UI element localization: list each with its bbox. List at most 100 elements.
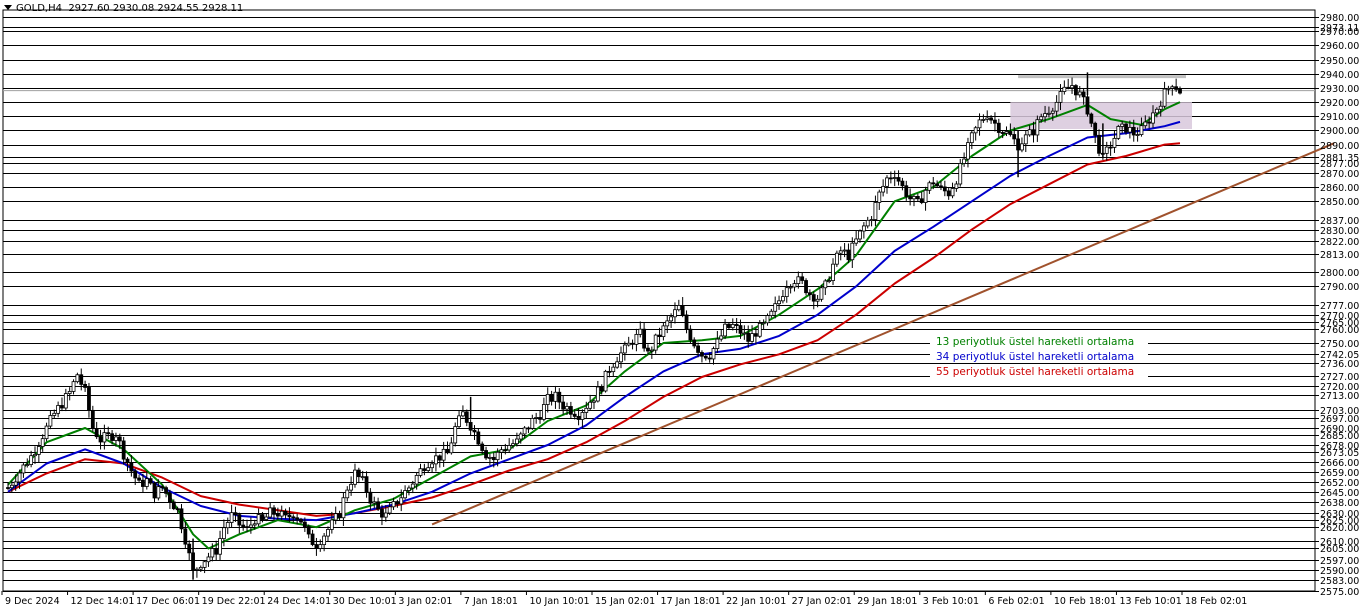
candle-body bbox=[430, 463, 434, 469]
ema34-line bbox=[7, 120, 1181, 522]
candle-body bbox=[380, 508, 384, 518]
candle-body bbox=[576, 415, 581, 420]
candle-body bbox=[888, 177, 893, 180]
candle-body bbox=[565, 406, 569, 410]
candle-body bbox=[592, 400, 596, 403]
candle-body bbox=[476, 431, 481, 445]
candle-body bbox=[198, 566, 203, 570]
candle-body bbox=[499, 449, 504, 453]
candle-body bbox=[599, 386, 604, 392]
candle-body bbox=[1131, 126, 1136, 136]
candle-body bbox=[206, 556, 211, 563]
candle-body bbox=[387, 506, 392, 514]
consolidation-range-box[interactable] bbox=[1010, 75, 1192, 130]
x-tick-label: 10 Jan 10:01 bbox=[529, 596, 589, 607]
candle-body bbox=[356, 469, 361, 478]
candle-body bbox=[1004, 131, 1009, 134]
candle-body bbox=[692, 339, 697, 347]
candle-body bbox=[850, 242, 855, 261]
candle-body bbox=[1162, 88, 1167, 107]
x-tick-label: 10 Feb 18:01 bbox=[1054, 596, 1116, 607]
candle-body bbox=[885, 177, 889, 187]
candle-body bbox=[306, 526, 311, 535]
candle-body bbox=[634, 334, 639, 345]
candle-body bbox=[962, 158, 967, 164]
x-tick-label: 24 Dec 14:01 bbox=[267, 596, 331, 607]
legend-entry: 34 periyotluk üstel hareketli ortalama bbox=[936, 351, 1134, 363]
candle-body bbox=[1077, 91, 1082, 96]
candle-body bbox=[858, 230, 862, 240]
y-tick-label: 2837.00 bbox=[1320, 216, 1359, 227]
price-gridlines bbox=[2, 9, 1316, 592]
candle-body bbox=[781, 296, 785, 302]
candle-body bbox=[923, 189, 928, 203]
candle-body bbox=[434, 455, 438, 465]
candle-body bbox=[353, 469, 357, 485]
candle-body bbox=[407, 487, 411, 491]
candle-body bbox=[410, 483, 415, 489]
y-tick-label: 2960.00 bbox=[1320, 41, 1359, 52]
legend-entry: 55 periyotluk üstel hareketli ortalama bbox=[936, 366, 1134, 378]
y-tick-label: 2630.00 bbox=[1320, 509, 1359, 520]
trendline[interactable] bbox=[431, 142, 1335, 526]
candle-body bbox=[488, 456, 492, 459]
symbol-header: GOLD,H4 2927.60 2930.08 2924.55 2928.11 bbox=[4, 3, 243, 14]
candle-body bbox=[900, 180, 905, 187]
candle-body bbox=[649, 349, 654, 352]
y-tick-label: 2645.00 bbox=[1320, 488, 1359, 499]
candle-body bbox=[275, 513, 280, 517]
candle-body bbox=[742, 332, 747, 335]
x-tick-label: 9 Dec 2024 bbox=[5, 596, 60, 607]
candle-body bbox=[1058, 91, 1063, 103]
candle-body bbox=[1178, 89, 1182, 94]
candle-body bbox=[148, 478, 153, 484]
candle-body bbox=[495, 451, 500, 461]
y-tick-label: 2813.00 bbox=[1320, 250, 1359, 261]
candle-body bbox=[449, 442, 454, 454]
candle-body bbox=[526, 427, 531, 430]
candle-body bbox=[1158, 105, 1163, 110]
y-tick-label: 2666.00 bbox=[1320, 458, 1359, 469]
candle-body bbox=[279, 510, 284, 517]
x-tick-label: 6 Feb 02:01 bbox=[988, 596, 1044, 607]
candle-body bbox=[67, 391, 72, 394]
candle-body bbox=[950, 188, 955, 197]
candle-body bbox=[337, 513, 342, 519]
candle-body bbox=[919, 198, 924, 203]
candle-body bbox=[94, 428, 99, 438]
y-tick-label: 2713.00 bbox=[1320, 391, 1359, 402]
candle-body bbox=[1023, 134, 1028, 145]
candle-body bbox=[626, 342, 631, 346]
candle-body bbox=[1154, 108, 1159, 114]
candle-body bbox=[619, 352, 623, 363]
x-tick-label: 19 Dec 22:01 bbox=[202, 596, 266, 607]
candle-body bbox=[1047, 112, 1051, 115]
x-tick-label: 29 Jan 18:01 bbox=[857, 596, 917, 607]
candle-body bbox=[688, 328, 693, 341]
y-tick-label: 2620.00 bbox=[1320, 523, 1359, 534]
y-tick-label: 2920.00 bbox=[1320, 98, 1359, 109]
x-tick-label: 17 Jan 18:01 bbox=[661, 596, 721, 607]
candle-body bbox=[484, 450, 488, 459]
candle-body bbox=[391, 501, 396, 508]
collapse-triangle-icon[interactable] bbox=[4, 5, 12, 10]
candle-body bbox=[534, 417, 539, 419]
y-tick-label: 2910.00 bbox=[1320, 112, 1359, 123]
candle-body bbox=[834, 252, 839, 265]
candle-body bbox=[1050, 110, 1055, 114]
candle-body bbox=[935, 183, 940, 187]
y-tick-label: 2800.00 bbox=[1320, 268, 1359, 279]
candle-body bbox=[48, 415, 53, 427]
candle-body bbox=[603, 370, 608, 392]
candle-body bbox=[1120, 123, 1125, 127]
y-tick-label: 2940.00 bbox=[1320, 70, 1359, 81]
y-tick-label: 2822.00 bbox=[1320, 237, 1359, 248]
y-tick-label: 2727.00 bbox=[1320, 372, 1359, 383]
candle-body bbox=[480, 443, 485, 451]
candle-body bbox=[168, 492, 172, 503]
candle-body bbox=[422, 468, 427, 471]
candle-body bbox=[676, 305, 681, 311]
candle-body bbox=[661, 325, 666, 338]
